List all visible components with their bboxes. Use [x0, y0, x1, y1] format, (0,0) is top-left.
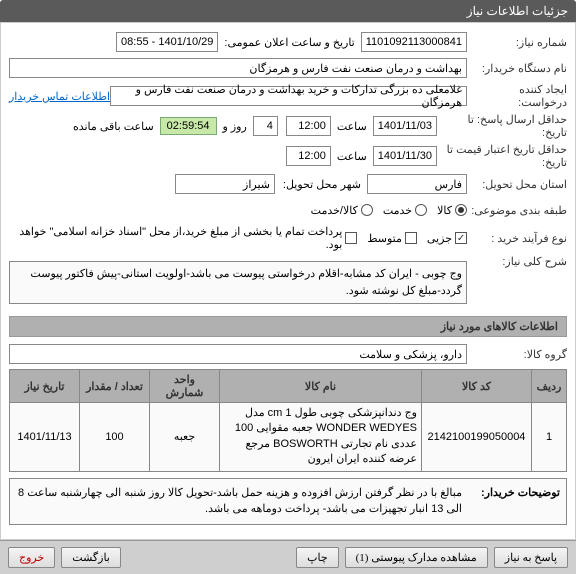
- deadline-date-field: 1401/11/03: [373, 116, 437, 136]
- col-row: ردیف: [532, 370, 567, 403]
- col-code: کد کالا: [422, 370, 532, 403]
- partial-label: جزیی: [427, 232, 452, 245]
- cell-code: 2142100199050004: [422, 403, 532, 472]
- deadline-time-field: 12:00: [286, 116, 331, 136]
- print-button[interactable]: چاپ: [296, 547, 339, 568]
- topic-service-option[interactable]: خدمت: [383, 204, 427, 217]
- datetime-field: 1401/10/29 - 08:55: [116, 32, 218, 52]
- summary-label: شرح کلی نیاز:: [467, 255, 567, 268]
- org-field: بهداشت و درمان صنعت نفت فارس و هرمزگان: [9, 58, 467, 78]
- table-row: 1 2142100199050004 وج دندانپزشکی چوبی طو…: [10, 403, 567, 472]
- validity-date-field: 1401/11/30: [373, 146, 437, 166]
- header-title: جزئیات اطلاعات نیاز: [467, 4, 568, 18]
- remain-days-field: 4: [253, 116, 278, 136]
- summary-box: وج چوبی - ایران کد مشابه-اقلام درخواستی …: [9, 261, 467, 304]
- process-label: نوع فرآیند خرید :: [467, 232, 567, 245]
- exit-button[interactable]: خروج: [8, 547, 55, 568]
- checkbox-icon: [405, 232, 417, 244]
- creator-label: ایجاد کننده درخواست:: [467, 83, 567, 109]
- topic-goods-label: کالا: [437, 204, 452, 217]
- middle-option[interactable]: متوسط: [367, 232, 417, 245]
- remain-suffix: ساعت باقی مانده: [73, 120, 154, 133]
- validity-time-field: 12:00: [286, 146, 331, 166]
- col-unit: واحد شمارش: [150, 370, 220, 403]
- attachments-button[interactable]: مشاهده مدارک پیوستی (1): [345, 547, 488, 568]
- topic-goods-service-label: کالا/خدمت: [311, 204, 358, 217]
- req-no-label: شماره نیاز:: [467, 36, 567, 49]
- time-label-1: ساعت: [337, 120, 367, 133]
- items-section-bar: اطلاعات کالاهای مورد نیاز: [9, 316, 567, 337]
- instr-text: مبالغ با در نظر گرفتن ارزش افزوده و هزین…: [16, 485, 462, 518]
- topic-label: طبقه بندی موضوعی:: [467, 204, 567, 217]
- respond-button[interactable]: پاسخ به نیاز: [494, 547, 568, 568]
- group-field: دارو، پزشکی و سلامت: [9, 344, 467, 364]
- radio-icon: [455, 204, 467, 216]
- table-header-row: ردیف کد کالا نام کالا واحد شمارش تعداد /…: [10, 370, 567, 403]
- city-field: شیراز: [175, 174, 275, 194]
- timer-field: 02:59:54: [160, 117, 217, 135]
- group-label: گروه کالا:: [467, 348, 567, 361]
- province-label: استان محل تحویل:: [467, 178, 567, 191]
- checkbox-icon: [455, 232, 467, 244]
- topic-goods-option[interactable]: کالا: [437, 204, 467, 217]
- checkbox-icon: [345, 232, 357, 244]
- cell-date: 1401/11/13: [10, 403, 80, 472]
- cell-qty: 100: [80, 403, 150, 472]
- topic-radio-group: کالا خدمت کالا/خدمت: [311, 204, 467, 217]
- province-field: فارس: [367, 174, 467, 194]
- col-qty: تعداد / مقدار: [80, 370, 150, 403]
- remain-label: روز و: [223, 120, 247, 133]
- middle-label: متوسط: [367, 232, 402, 245]
- items-table: ردیف کد کالا نام کالا واحد شمارش تعداد /…: [9, 369, 567, 472]
- col-date: تاریخ نیاز: [10, 370, 80, 403]
- datetime-label: تاریخ و ساعت اعلان عمومی:: [224, 36, 354, 49]
- req-no-field: 1101092113000841: [361, 32, 467, 52]
- partial-note-label: پرداخت تمام یا بخشی از مبلغ خرید،از محل …: [9, 225, 342, 251]
- time-label-2: ساعت: [337, 150, 367, 163]
- cell-unit: جعبه: [150, 403, 220, 472]
- city-label: شهر محل تحویل:: [281, 178, 361, 191]
- instructions-box: توضیحات خریدار: مبالغ با در نظر گرفتن ار…: [9, 478, 567, 525]
- back-button[interactable]: بازگشت: [61, 547, 121, 568]
- form-area: شماره نیاز: 1101092113000841 تاریخ و ساع…: [0, 22, 576, 540]
- contact-link[interactable]: اطلاعات تماس خریدار: [9, 90, 110, 103]
- cell-row: 1: [532, 403, 567, 472]
- deadline-label: حداقل ارسال پاسخ: تا تاریخ:: [437, 113, 567, 139]
- process-group: جزیی متوسط پرداخت تمام یا بخشی از مبلغ خ…: [9, 225, 467, 251]
- header-bar: جزئیات اطلاعات نیاز: [0, 0, 576, 22]
- org-label: نام دستگاه خریدار:: [467, 62, 567, 75]
- col-name: نام کالا: [220, 370, 422, 403]
- cell-name: وج دندانپزشکی چوبی طول cm 1 مدل WONDER W…: [220, 403, 422, 472]
- creator-field: غلامعلی ده بزرگی تدارکات و خرید بهداشت و…: [110, 86, 467, 106]
- instr-label: توضیحات خریدار:: [470, 485, 560, 518]
- partial-note-option[interactable]: پرداخت تمام یا بخشی از مبلغ خرید،از محل …: [9, 225, 357, 251]
- partial-option[interactable]: جزیی: [427, 232, 467, 245]
- topic-goods-service-option[interactable]: کالا/خدمت: [311, 204, 373, 217]
- validity-label: حداقل تاریخ اعتبار قیمت تا تاریخ:: [437, 143, 567, 169]
- radio-icon: [415, 204, 427, 216]
- topic-service-label: خدمت: [383, 204, 412, 217]
- radio-icon: [361, 204, 373, 216]
